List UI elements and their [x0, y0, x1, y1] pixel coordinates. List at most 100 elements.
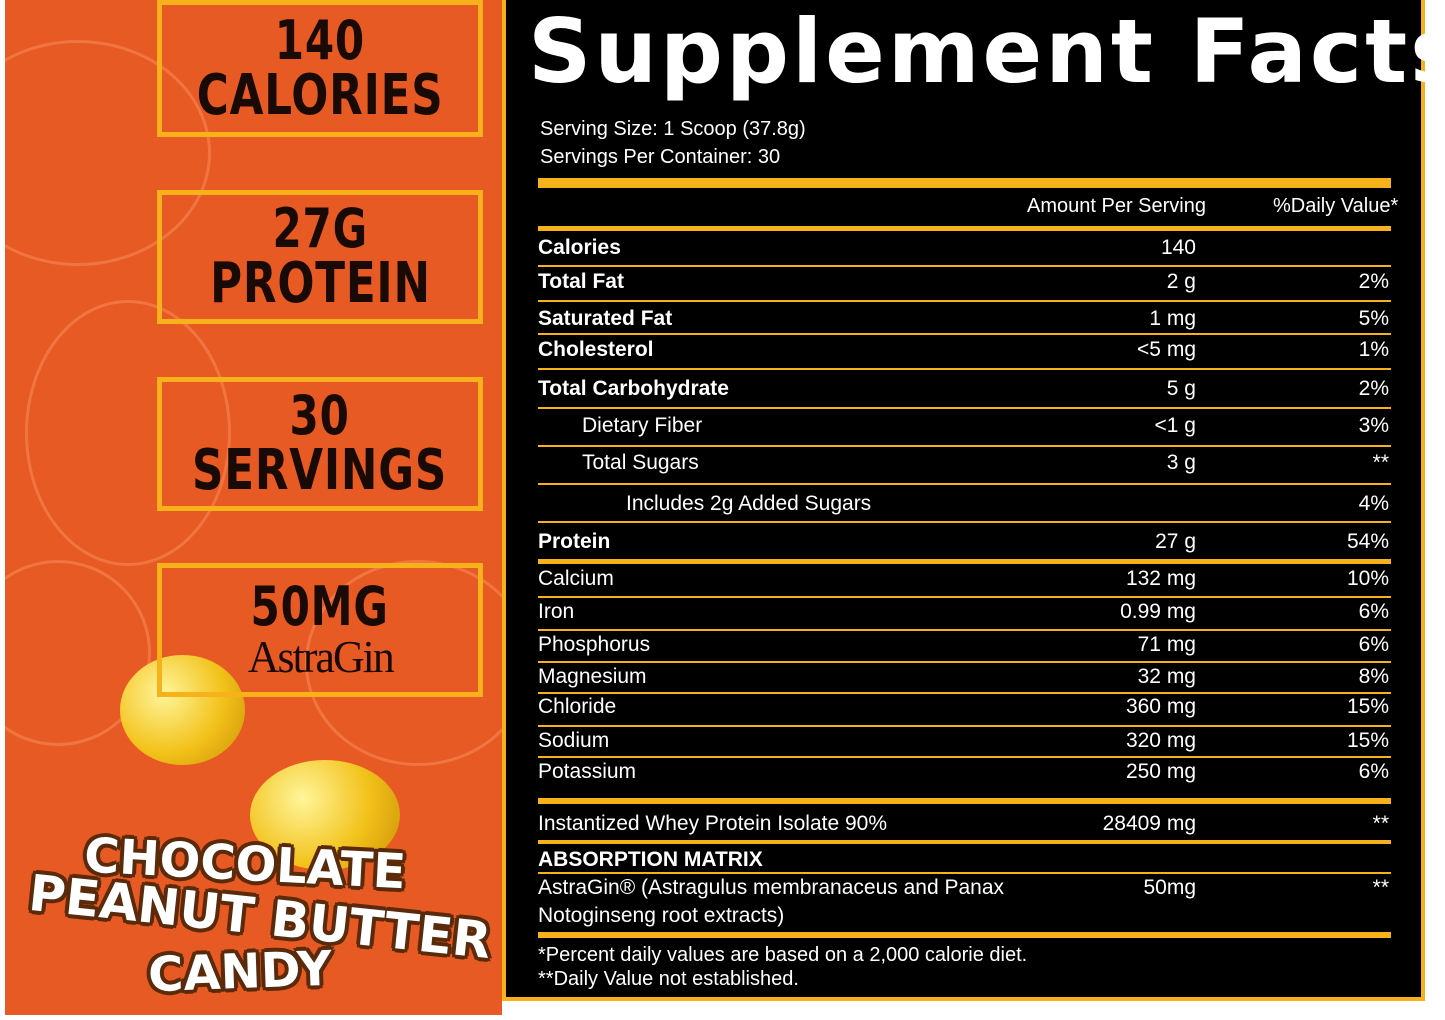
nutrient-daily-value: 6% — [1358, 633, 1389, 656]
nutrient-daily-value: 1% — [1358, 338, 1389, 361]
divider — [538, 756, 1391, 758]
divider — [538, 445, 1391, 447]
nutrient-daily-value: 6% — [1358, 600, 1389, 623]
nutrient-name: Protein — [538, 530, 611, 553]
divider — [538, 226, 1391, 231]
nutrient-daily-value: 2% — [1358, 377, 1389, 400]
thick-divider — [538, 178, 1391, 188]
stat-protein-box: 27G PROTEIN — [157, 190, 483, 324]
nutrient-amount: 0.99 mg — [1120, 600, 1196, 623]
stat-label: CALORIES — [196, 62, 444, 128]
nutrient-amount: 132 mg — [1125, 567, 1196, 590]
stat-label: SERVINGS — [192, 438, 448, 503]
nutrient-daily-value: 8% — [1358, 665, 1389, 688]
divider — [538, 840, 1391, 844]
nutrient-name: Saturated Fat — [538, 307, 673, 330]
nutrient-name: Sodium — [538, 729, 610, 752]
astragin-logo: AstraGin — [247, 631, 394, 682]
servings-per-container: Servings Per Container: 30 — [540, 146, 781, 168]
facts-title: Supplement Facts — [528, 0, 1445, 103]
nutrient-amount: 27 g — [1155, 530, 1196, 553]
nutrient-name: Dietary Fiber — [582, 414, 703, 437]
stat-value: 27G — [272, 197, 368, 260]
decorative-swirl — [25, 300, 231, 566]
stat-servings-box: 30 SERVINGS — [157, 377, 483, 511]
supplement-facts-panel: Supplement Facts Serving Size: 1 Scoop (… — [502, 0, 1445, 1001]
nutrient-amount: 140 — [1160, 236, 1196, 259]
flavor-line: CANDY — [147, 940, 333, 1004]
nutrient-amount: 1 mg — [1149, 307, 1196, 330]
candy-piece-image — [120, 655, 245, 765]
footnote-not-established: **Daily Value not established. — [538, 968, 799, 990]
footnote-daily-value: *Percent daily values are based on a 2,0… — [538, 944, 1028, 966]
nutrient-daily-value: 54% — [1346, 530, 1389, 553]
nutrient-amount: 320 mg — [1125, 729, 1196, 752]
nutrient-name: Potassium — [538, 760, 637, 783]
nutrient-amount: <1 g — [1154, 414, 1196, 437]
flavor-name: CHOCOLATE PEANUT BUTTER CANDY — [25, 828, 495, 1004]
candy-piece-image — [250, 760, 400, 870]
ingredient-name-cont: Notoginseng root extracts) — [538, 904, 785, 927]
ingredient-amount: 50mg — [1143, 876, 1196, 899]
nutrient-name: Magnesium — [538, 665, 647, 688]
thick-divider — [538, 798, 1391, 804]
nutrient-name: Iron — [538, 600, 575, 623]
ingredient-dv: ** — [1372, 876, 1389, 899]
ingredient-dv: ** — [1372, 812, 1389, 835]
nutrient-daily-value: 15% — [1346, 729, 1389, 752]
nutrient-name: Includes 2g Added Sugars — [626, 492, 872, 515]
divider — [538, 521, 1391, 523]
nutrient-daily-value: 10% — [1346, 567, 1389, 590]
nutrient-daily-value: 6% — [1358, 760, 1389, 783]
nutrient-name: Total Sugars — [582, 451, 699, 474]
nutrient-amount: 250 mg — [1125, 760, 1196, 783]
divider — [538, 333, 1391, 335]
nutrient-name: Calories — [538, 236, 621, 259]
nutrient-amount: 3 g — [1166, 451, 1196, 474]
nutrient-name: Total Carbohydrate — [538, 377, 729, 400]
divider — [538, 300, 1391, 302]
nutrient-amount: 360 mg — [1125, 695, 1196, 718]
nutrient-name: Cholesterol — [538, 338, 654, 361]
divider — [538, 872, 1391, 874]
ingredient-amount: 28409 mg — [1102, 812, 1196, 835]
nutrient-amount: 71 mg — [1137, 633, 1196, 656]
nutrient-daily-value: 2% — [1358, 270, 1389, 293]
nutrient-name: Calcium — [538, 567, 614, 590]
nutrient-amount: 2 g — [1166, 270, 1196, 293]
divider — [538, 661, 1391, 663]
nutrient-daily-value: ** — [1372, 451, 1389, 474]
nutrient-daily-value: 4% — [1358, 492, 1389, 515]
daily-value-header: %Daily Value* — [1273, 195, 1399, 217]
nutrient-amount: <5 mg — [1137, 338, 1196, 361]
decorative-swirl — [305, 560, 502, 766]
divider — [538, 692, 1391, 694]
divider — [538, 629, 1391, 631]
thick-divider — [538, 932, 1391, 938]
nutrient-amount: 32 mg — [1137, 665, 1196, 688]
nutrient-name: Chloride — [538, 695, 617, 718]
divider — [538, 368, 1391, 370]
divider — [538, 559, 1391, 564]
stat-label: PROTEIN — [209, 251, 431, 316]
divider — [538, 725, 1391, 727]
flavor-artwork-panel: 140 CALORIES 27G PROTEIN 30 SERVINGS 50M… — [5, 0, 502, 1015]
nutrient-daily-value: 15% — [1346, 695, 1389, 718]
matrix-title-text: ABSORPTION MATRIX — [538, 848, 763, 871]
divider — [538, 596, 1391, 598]
stat-value: 50MG — [250, 575, 390, 638]
amount-per-serving-header: Amount Per Serving — [1027, 195, 1206, 217]
divider — [538, 407, 1391, 409]
nutrient-name: Phosphorus — [538, 633, 651, 656]
serving-size: Serving Size: 1 Scoop (37.8g) — [540, 118, 806, 140]
stat-astragin-box: 50MG AstraGin — [157, 563, 483, 697]
stat-calories-box: 140 CALORIES — [157, 0, 483, 137]
divider — [538, 265, 1391, 267]
ingredient-name: Instantized Whey Protein Isolate 90% — [538, 812, 888, 835]
divider — [538, 483, 1391, 485]
nutrient-name: Total Fat — [538, 270, 624, 293]
stat-value: 30 — [289, 384, 351, 447]
nutrient-amount: 5 g — [1166, 377, 1196, 400]
nutrient-daily-value: 5% — [1358, 307, 1389, 330]
